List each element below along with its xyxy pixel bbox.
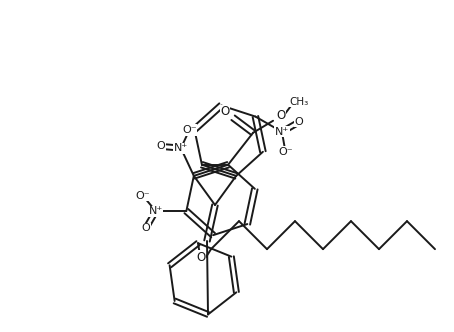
Text: N⁺: N⁺ xyxy=(174,143,188,153)
Text: O: O xyxy=(141,223,150,233)
Text: O⁻: O⁻ xyxy=(278,146,293,157)
Text: O: O xyxy=(157,141,165,151)
Text: CH₃: CH₃ xyxy=(290,97,309,107)
Text: O: O xyxy=(197,251,206,264)
Text: N⁺: N⁺ xyxy=(148,206,163,216)
Text: O⁻: O⁻ xyxy=(182,125,197,135)
Text: O⁻: O⁻ xyxy=(136,191,150,201)
Text: O: O xyxy=(295,117,304,127)
Text: O: O xyxy=(221,105,230,118)
Text: O: O xyxy=(276,109,286,122)
Text: N⁺: N⁺ xyxy=(275,127,289,137)
